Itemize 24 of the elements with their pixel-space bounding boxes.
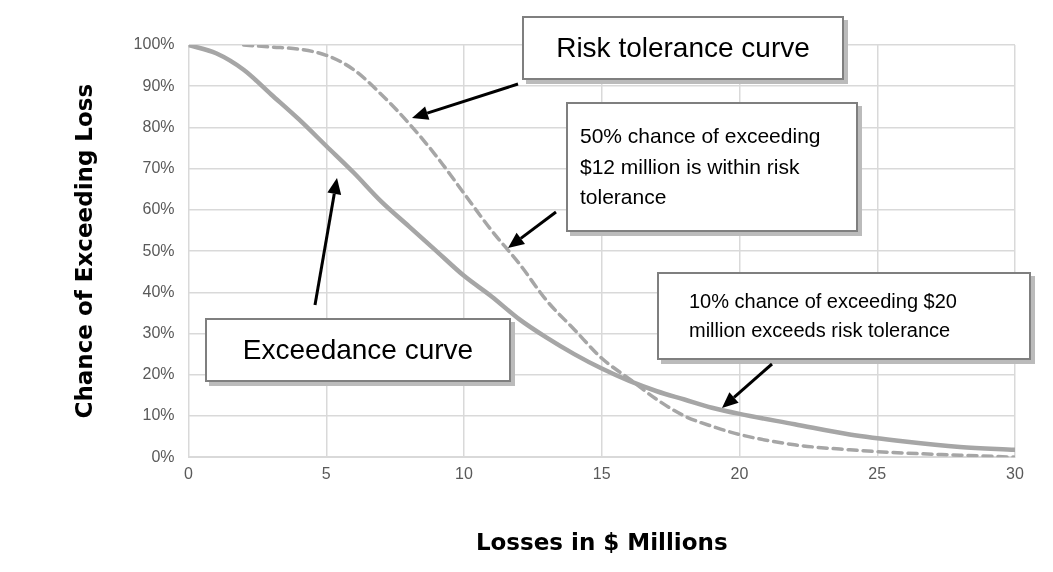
y-axis-title: Chance of Exceeding Loss xyxy=(70,83,97,419)
y-tick-label: 60% xyxy=(142,200,175,218)
annotation: Exceedance curve xyxy=(242,332,474,367)
y-tick-label: 70% xyxy=(142,159,175,177)
x-axis-title: Losses in $ Millions xyxy=(475,529,728,556)
x-tick-label: 15 xyxy=(592,465,611,483)
annotation: 10% chance of exceeding $20 million exceeds risk tolerance xyxy=(689,289,958,343)
y-tick-label: 80% xyxy=(142,117,175,135)
x-tick-label: 5 xyxy=(321,465,331,483)
y-tick-label: 0% xyxy=(151,447,175,465)
y-tick-label: 30% xyxy=(142,323,175,341)
annotation: 50% chance of exceeding $12 million is within risk tolerance xyxy=(580,123,822,211)
y-tick-label: 10% xyxy=(142,406,175,424)
y-tick-label: 40% xyxy=(142,282,175,300)
y-tick-label: 50% xyxy=(142,241,175,259)
y-tick-label: 100% xyxy=(133,35,175,53)
x-tick-label: 10 xyxy=(455,465,474,483)
x-tick-label: 30 xyxy=(1006,465,1024,483)
annotation: Risk tolerance curve xyxy=(556,30,810,65)
x-tick-label: 0 xyxy=(184,465,194,483)
y-tick-label: 20% xyxy=(142,365,175,383)
y-tick-label: 90% xyxy=(142,76,175,94)
x-tick-label: 25 xyxy=(868,465,887,483)
x-tick-label: 20 xyxy=(730,465,749,483)
